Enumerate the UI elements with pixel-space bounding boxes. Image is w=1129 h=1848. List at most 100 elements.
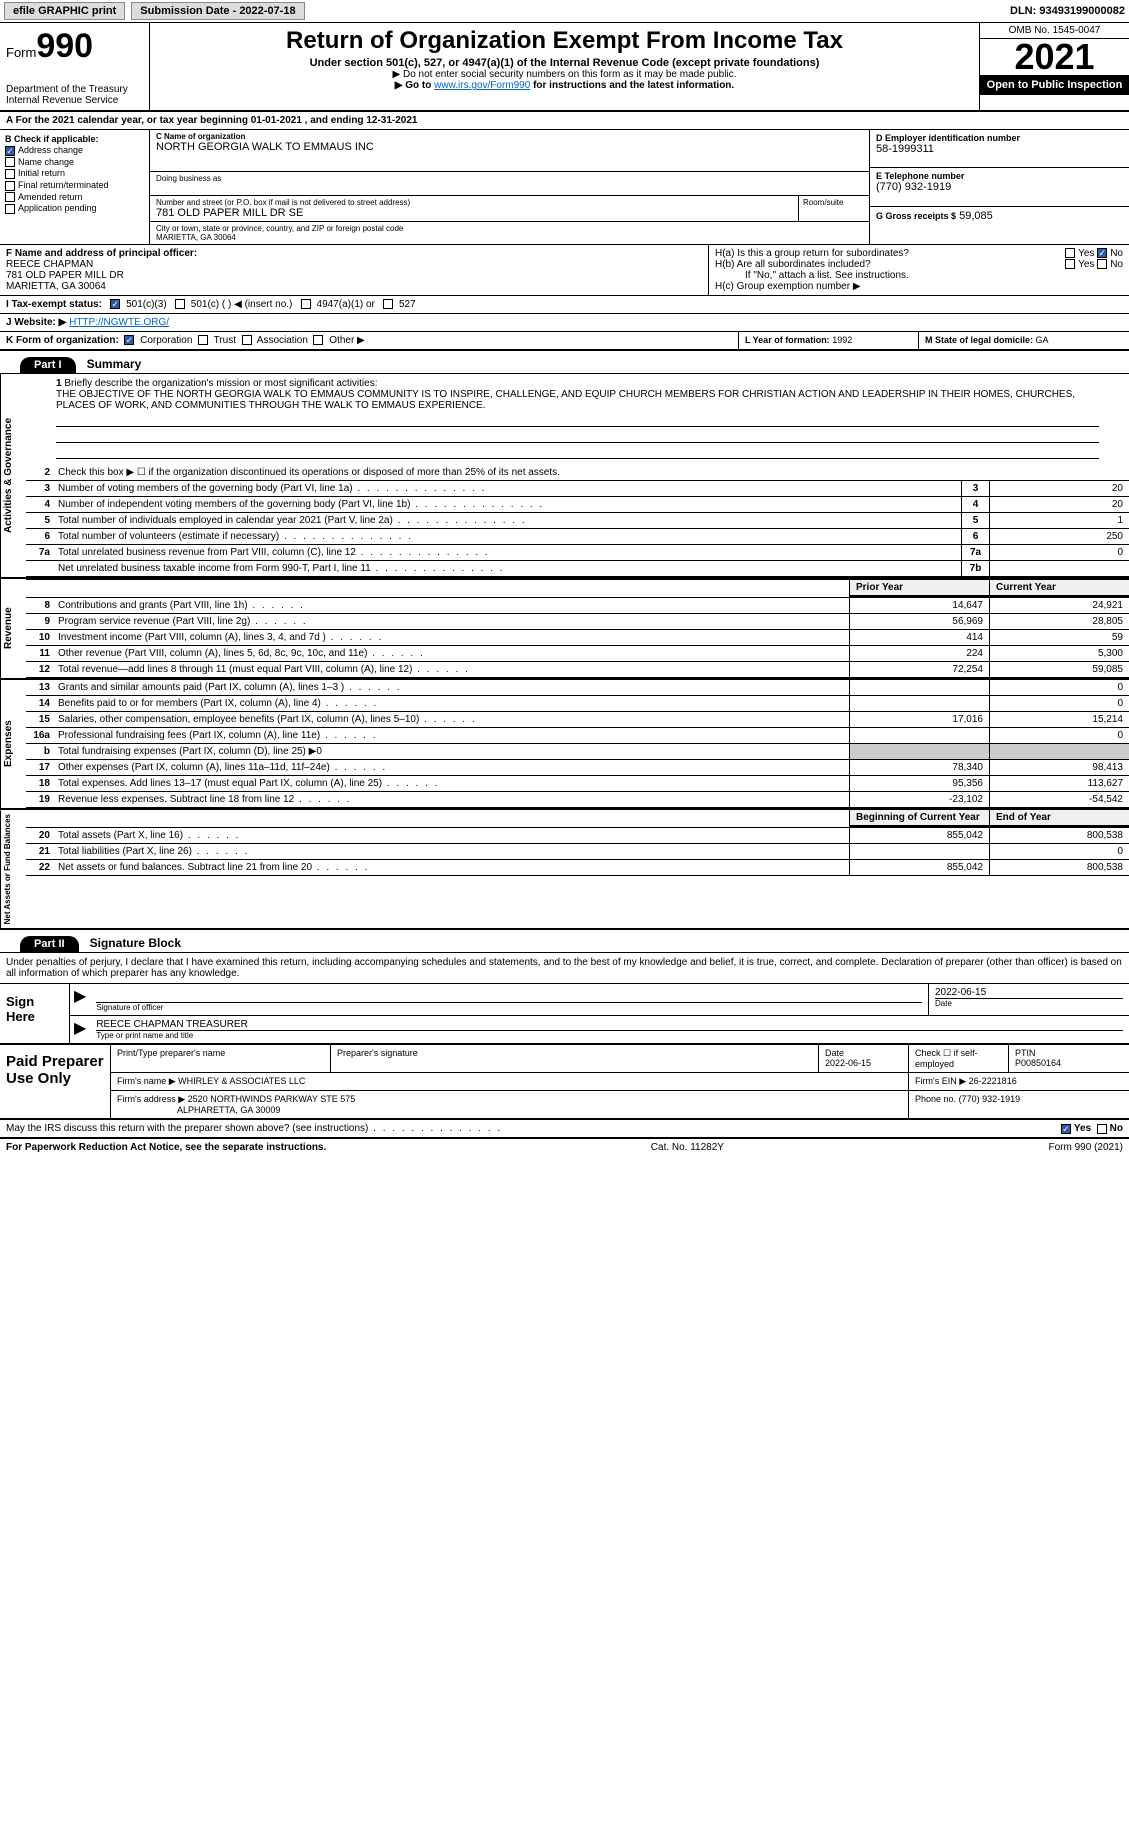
row-i: I Tax-exempt status: 501(c)(3) 501(c) ( … <box>0 296 1129 314</box>
vtab-governance: Activities & Governance <box>0 374 26 577</box>
chk-527[interactable] <box>383 299 393 309</box>
col-c: C Name of organization NORTH GEORGIA WAL… <box>150 130 869 244</box>
line-num: 17 <box>26 760 54 775</box>
chk-4947[interactable] <box>301 299 311 309</box>
website-link[interactable]: HTTP://NGWTE.ORG/ <box>69 317 169 328</box>
efile-label: efile GRAPHIC print <box>4 2 125 20</box>
line-prior: 414 <box>849 630 989 645</box>
sig-declaration: Under penalties of perjury, I declare th… <box>0 953 1129 983</box>
line-num: 5 <box>26 513 54 528</box>
chk-corp[interactable] <box>124 335 134 345</box>
vtab-revenue: Revenue <box>0 579 26 678</box>
lbl-amended: Amended return <box>18 192 83 202</box>
line-val: 1 <box>989 513 1129 528</box>
line-prior: 17,016 <box>849 712 989 727</box>
phone-val: (770) 932-1919 <box>876 181 1123 193</box>
sig-date-val: 2022-06-15 <box>935 987 1123 998</box>
instructions-link[interactable]: www.irs.gov/Form990 <box>434 80 530 91</box>
chk-final-return[interactable] <box>5 181 15 191</box>
line-text: Total assets (Part X, line 16) <box>54 828 849 843</box>
line-prior: 78,340 <box>849 760 989 775</box>
col-k: K Form of organization: Corporation Trus… <box>0 332 739 349</box>
opt-4947: 4947(a)(1) or <box>317 299 375 310</box>
city-val: MARIETTA, GA 30064 <box>156 233 863 242</box>
line-num: 12 <box>26 662 54 677</box>
chk-assoc[interactable] <box>242 335 252 345</box>
sig-type-name-lbl: Type or print name and title <box>96 1030 1123 1040</box>
form-title: Return of Organization Exempt From Incom… <box>156 27 973 55</box>
ha-no[interactable] <box>1097 248 1107 258</box>
line-num: 14 <box>26 696 54 711</box>
line-prior: 14,647 <box>849 598 989 613</box>
part2-bar: Part II Signature Block <box>0 936 1129 953</box>
paid-label: Paid Preparer Use Only <box>0 1045 110 1118</box>
footer: For Paperwork Reduction Act Notice, see … <box>0 1139 1129 1156</box>
chk-other[interactable] <box>313 335 323 345</box>
chk-amended[interactable] <box>5 192 15 202</box>
line-num: b <box>26 744 54 759</box>
lbl-address-change: Address change <box>18 145 83 155</box>
col-l: L Year of formation: 1992 <box>739 332 919 349</box>
hb-yes[interactable] <box>1065 259 1075 269</box>
line-current <box>989 744 1129 759</box>
sig-date-lbl: Date <box>935 998 1123 1008</box>
open-inspection: Open to Public Inspection <box>980 75 1129 95</box>
dept-treasury: Department of the Treasury <box>6 84 143 95</box>
ha-yes-lbl: Yes <box>1078 248 1094 259</box>
part2-title: Signature Block <box>82 936 181 950</box>
chk-initial-return[interactable] <box>5 169 15 179</box>
hb-note: If "No," attach a list. See instructions… <box>715 270 1123 281</box>
ein-label: D Employer identification number <box>876 133 1123 143</box>
ha-yes[interactable] <box>1065 248 1075 258</box>
ein-val: 58-1999311 <box>876 143 1123 155</box>
gross-val: 59,085 <box>959 210 993 222</box>
chk-trust[interactable] <box>198 335 208 345</box>
section-bc: B Check if applicable: Address change Na… <box>0 130 1129 245</box>
end-year-hdr: End of Year <box>989 810 1129 827</box>
may-irs-no[interactable] <box>1097 1124 1107 1134</box>
chk-app-pending[interactable] <box>5 204 15 214</box>
officer-name: REECE CHAPMAN <box>6 259 702 270</box>
line-num: 8 <box>26 598 54 613</box>
ptin-val: P00850164 <box>1015 1058 1061 1068</box>
sign-here-label: Sign Here <box>0 984 70 1043</box>
prep-date-val: 2022-06-15 <box>825 1058 871 1068</box>
part1-bar: Part I Summary <box>0 357 1129 374</box>
line-current: 59 <box>989 630 1129 645</box>
prior-year-hdr: Prior Year <box>849 580 989 597</box>
vtab-expenses: Expenses <box>0 680 26 808</box>
chk-address-change[interactable] <box>5 146 15 156</box>
phone-label: E Telephone number <box>876 171 1123 181</box>
year-formation-lbl: L Year of formation: <box>745 335 830 345</box>
row-a: A For the 2021 calendar year, or tax yea… <box>0 112 1129 130</box>
may-irs-yes[interactable] <box>1061 1124 1071 1134</box>
form-number: 990 <box>36 27 93 65</box>
firm-ein-val: 26-2221816 <box>969 1076 1017 1086</box>
dln: DLN: 93493199000082 <box>1010 5 1125 17</box>
ha-label: H(a) Is this a group return for subordin… <box>715 248 909 259</box>
line-prior <box>849 728 989 743</box>
line-text: Number of independent voting members of … <box>54 497 961 512</box>
line-text: Total expenses. Add lines 13–17 (must eq… <box>54 776 849 791</box>
col-h: H(a) Is this a group return for subordin… <box>709 245 1129 295</box>
chk-501c[interactable] <box>175 299 185 309</box>
line-current: 0 <box>989 680 1129 695</box>
dba-label: Doing business as <box>156 174 221 183</box>
chk-501c3[interactable] <box>110 299 120 309</box>
hb-no[interactable] <box>1097 259 1107 269</box>
chk-name-change[interactable] <box>5 157 15 167</box>
signature-block: Under penalties of perjury, I declare th… <box>0 953 1129 1045</box>
line-box: 4 <box>961 497 989 512</box>
current-year-hdr: Current Year <box>989 580 1129 597</box>
line-num: 20 <box>26 828 54 843</box>
line-num: 21 <box>26 844 54 859</box>
summary-netassets: Net Assets or Fund Balances Beginning of… <box>0 810 1129 930</box>
line-current: 800,538 <box>989 860 1129 875</box>
line-num: 3 <box>26 481 54 496</box>
line-prior: 224 <box>849 646 989 661</box>
line-text: Total fundraising expenses (Part IX, col… <box>54 744 849 759</box>
state-domicile-lbl: M State of legal domicile: <box>925 335 1033 345</box>
room-suite-label: Room/suite <box>799 196 869 222</box>
row-j: J Website: ▶ HTTP://NGWTE.ORG/ <box>0 314 1129 332</box>
org-name: NORTH GEORGIA WALK TO EMMAUS INC <box>156 141 863 153</box>
